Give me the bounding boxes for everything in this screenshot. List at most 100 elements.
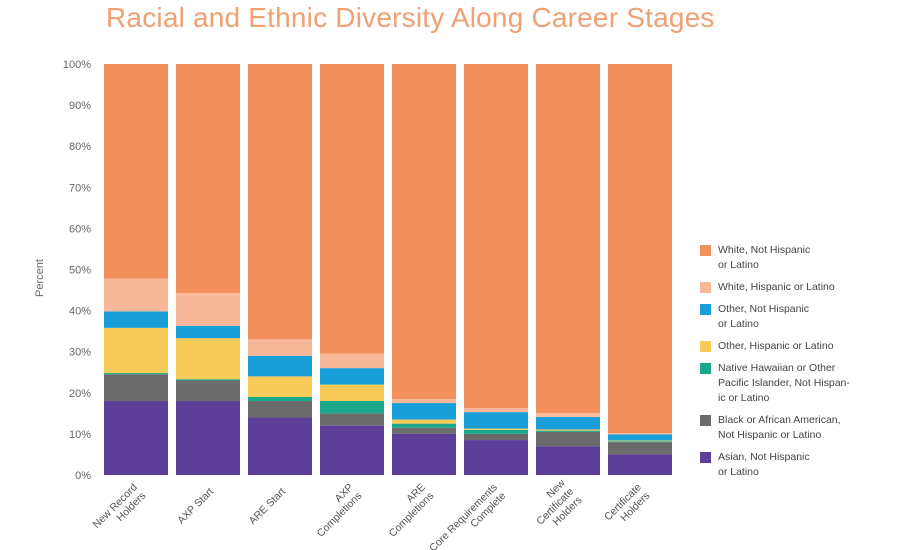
legend-label: Native Hawaiian or Other	[718, 362, 836, 374]
bar-segment	[392, 64, 456, 399]
legend-label: Pacific Islander, Not Hispan-	[718, 377, 850, 389]
bar-segment	[536, 412, 600, 418]
y-tick-label: 90%	[69, 100, 91, 112]
bar-segment	[104, 311, 168, 328]
bar-segment	[320, 401, 384, 414]
bar-segment	[104, 327, 168, 374]
bar-segment	[248, 396, 312, 402]
y-tick-label: 0%	[75, 470, 91, 482]
legend-swatch	[700, 415, 711, 426]
bar-segment	[464, 429, 528, 434]
bar-segment	[320, 368, 384, 385]
bar-segment	[176, 380, 240, 402]
bar-segment	[392, 398, 456, 404]
legend-label: or Latino	[718, 466, 759, 478]
x-tick-label: AXPCompletions	[306, 481, 364, 539]
bar-segment	[248, 355, 312, 377]
bar-segment	[536, 64, 600, 413]
legend-swatch	[700, 341, 711, 352]
y-tick-label: 10%	[69, 429, 91, 441]
chart-title: Racial and Ethnic Diversity Along Career…	[106, 2, 715, 33]
legend-swatch	[700, 452, 711, 463]
legend-label: Black or African American,	[718, 414, 841, 426]
legend: White, Not Hispanic or Latino White, Hispa…	[700, 243, 890, 487]
bar-segment	[104, 373, 168, 375]
legend-item: Native Hawaiian or Other Pacific Islander…	[700, 361, 890, 406]
y-tick-label: 100%	[63, 59, 91, 71]
x-tick-label: New RecordHolders	[91, 481, 149, 539]
bar-segment	[320, 413, 384, 426]
y-tick-label: 70%	[69, 182, 91, 194]
bar-segment	[176, 379, 240, 381]
bar-segment	[536, 429, 600, 431]
legend-swatch	[700, 363, 711, 374]
x-tick-label: CertificateHolders	[602, 481, 653, 532]
bar-segment	[104, 401, 168, 475]
bar-segment	[176, 325, 240, 339]
x-tick-label: ARECompletions	[378, 481, 436, 539]
legend-item: White, Not Hispanic or Latino	[700, 243, 890, 273]
bar-segment	[392, 433, 456, 475]
legend-label: White, Not Hispanic	[718, 244, 811, 256]
bar-segment	[392, 423, 456, 428]
legend-item: Other, Not Hispanic or Latino	[700, 302, 890, 332]
legend-item: Asian, Not Hispanic or Latino	[700, 450, 890, 480]
legend-label: White, Hispanic or Latino	[718, 281, 835, 293]
bar-segment	[176, 338, 240, 380]
legend-label: Other, Hispanic or Latino	[718, 340, 834, 352]
legend-label: Asian, Not Hispanic	[718, 451, 810, 463]
bar-segment	[320, 353, 384, 369]
bar-segment	[104, 278, 168, 312]
legend-label: Not Hispanic or Latino	[718, 429, 822, 441]
x-tick-label: ARE Start	[247, 486, 289, 528]
legend-swatch	[700, 304, 711, 315]
legend-label: or Latino	[718, 259, 759, 271]
bar-segment	[392, 427, 456, 434]
bar-segment	[608, 454, 672, 475]
bar-segment	[608, 441, 672, 443]
x-tick-label-line: AXP Start	[175, 486, 216, 527]
bar-segment	[608, 434, 672, 441]
legend-item: Black or African American, Not Hispanic o…	[700, 413, 890, 443]
bar-segment	[248, 401, 312, 418]
bar-segment	[176, 401, 240, 475]
y-tick-label: 40%	[69, 306, 91, 318]
bar-segment	[464, 433, 528, 441]
x-tick-label: Core RequirementsComplete	[427, 481, 508, 550]
bar-segment	[320, 64, 384, 354]
bar-segment	[536, 431, 600, 447]
bar-segment	[464, 408, 528, 413]
bar-segment	[608, 442, 672, 455]
x-tick-label-line: ARE Start	[247, 486, 289, 528]
bar-segment	[320, 384, 384, 402]
y-tick-label: 50%	[69, 265, 91, 277]
bar-segment	[104, 374, 168, 402]
bar-segment	[464, 64, 528, 409]
bar-segment	[608, 433, 672, 435]
legend-swatch	[700, 245, 711, 256]
bar-segment	[392, 403, 456, 420]
bar-segment	[248, 417, 312, 475]
y-tick-label: 20%	[69, 388, 91, 400]
bar-segment	[248, 64, 312, 340]
bar-segment	[176, 64, 240, 293]
bar-segment	[248, 339, 312, 356]
legend-swatch	[700, 282, 711, 293]
bar-segment	[536, 446, 600, 475]
bar-segment	[608, 64, 672, 434]
legend-label: ic or Latino	[718, 392, 770, 404]
y-tick-label: 60%	[69, 223, 91, 235]
bar-segment	[104, 64, 168, 279]
bar-segment	[608, 440, 672, 442]
bar-segment	[536, 430, 600, 432]
x-tick-label: AXP Start	[175, 486, 216, 527]
y-tick-label: 80%	[69, 141, 91, 153]
legend-label: Other, Not Hispanic	[718, 303, 810, 315]
bar-segment	[464, 412, 528, 429]
bar-segment	[536, 417, 600, 430]
x-tick-label: NewCertificateHolders	[526, 477, 585, 536]
y-tick-label: 30%	[69, 347, 91, 359]
legend-item: Other, Hispanic or Latino	[700, 339, 890, 354]
bar-segment	[392, 419, 456, 424]
